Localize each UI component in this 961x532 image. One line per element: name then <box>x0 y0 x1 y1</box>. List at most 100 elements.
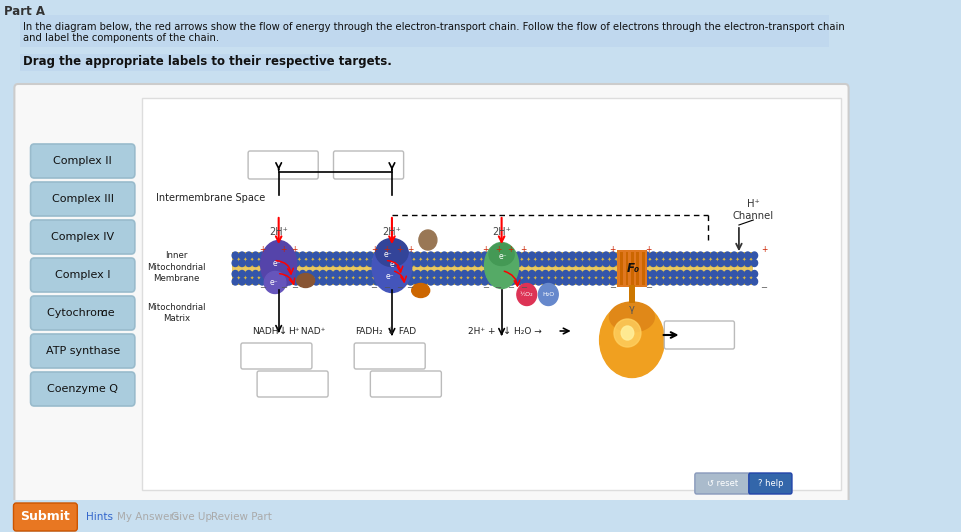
Text: +: + <box>507 245 514 254</box>
Circle shape <box>691 270 697 278</box>
Text: 2H⁺: 2H⁺ <box>492 227 511 237</box>
Circle shape <box>273 278 279 285</box>
Circle shape <box>468 278 475 285</box>
Circle shape <box>542 278 549 285</box>
Circle shape <box>515 260 522 267</box>
Text: −: − <box>259 284 266 293</box>
Circle shape <box>623 278 629 285</box>
Circle shape <box>293 260 299 267</box>
FancyBboxPatch shape <box>31 372 135 406</box>
FancyBboxPatch shape <box>31 258 135 292</box>
Circle shape <box>327 260 333 267</box>
Circle shape <box>576 260 582 267</box>
Circle shape <box>718 252 724 259</box>
FancyBboxPatch shape <box>248 151 318 179</box>
FancyBboxPatch shape <box>31 182 135 216</box>
Circle shape <box>347 252 353 259</box>
Text: My Answers: My Answers <box>117 512 179 522</box>
Text: NAD⁺: NAD⁺ <box>299 327 326 336</box>
Text: Complex III: Complex III <box>52 194 113 204</box>
Circle shape <box>671 270 677 278</box>
Circle shape <box>725 252 730 259</box>
Circle shape <box>678 278 683 285</box>
Text: ↓: ↓ <box>504 326 511 336</box>
Circle shape <box>360 270 366 278</box>
Circle shape <box>596 252 603 259</box>
Circle shape <box>684 270 690 278</box>
Text: +: + <box>396 245 403 254</box>
Circle shape <box>582 278 589 285</box>
Circle shape <box>286 278 292 285</box>
Circle shape <box>246 270 252 278</box>
Circle shape <box>651 278 656 285</box>
Circle shape <box>300 270 306 278</box>
Circle shape <box>374 252 380 259</box>
Circle shape <box>367 260 373 267</box>
Text: +: + <box>482 245 488 254</box>
Circle shape <box>461 270 468 278</box>
Circle shape <box>475 260 481 267</box>
Circle shape <box>286 260 292 267</box>
Text: F₀: F₀ <box>628 262 640 275</box>
Circle shape <box>333 270 339 278</box>
Circle shape <box>461 260 468 267</box>
Circle shape <box>401 252 407 259</box>
Circle shape <box>414 270 421 278</box>
Text: +: + <box>645 245 652 254</box>
Circle shape <box>671 278 677 285</box>
Circle shape <box>745 252 751 259</box>
Circle shape <box>293 278 299 285</box>
Circle shape <box>731 270 737 278</box>
Circle shape <box>589 278 596 285</box>
Circle shape <box>414 260 421 267</box>
Circle shape <box>616 270 623 278</box>
Circle shape <box>259 260 265 267</box>
Circle shape <box>555 278 562 285</box>
Circle shape <box>428 252 434 259</box>
Circle shape <box>711 252 717 259</box>
Circle shape <box>657 270 663 278</box>
Circle shape <box>596 260 603 267</box>
Text: and label the components of the chain.: and label the components of the chain. <box>23 33 219 43</box>
Circle shape <box>313 278 319 285</box>
Circle shape <box>502 260 508 267</box>
Circle shape <box>582 270 589 278</box>
Circle shape <box>562 252 569 259</box>
Text: Mitochondrial
Matrix: Mitochondrial Matrix <box>147 303 206 323</box>
Circle shape <box>657 278 663 285</box>
Circle shape <box>381 252 386 259</box>
Text: H⁺: H⁺ <box>287 327 299 336</box>
Circle shape <box>407 278 414 285</box>
Circle shape <box>623 260 629 267</box>
Circle shape <box>502 270 508 278</box>
Circle shape <box>233 278 238 285</box>
FancyBboxPatch shape <box>13 503 77 531</box>
Circle shape <box>253 260 259 267</box>
Circle shape <box>327 278 333 285</box>
Text: NADH: NADH <box>252 327 279 336</box>
Circle shape <box>502 278 508 285</box>
Circle shape <box>589 270 596 278</box>
Ellipse shape <box>614 319 641 347</box>
Circle shape <box>488 270 495 278</box>
Circle shape <box>259 270 265 278</box>
Circle shape <box>718 278 724 285</box>
Circle shape <box>495 252 502 259</box>
Bar <box>642 252 645 285</box>
Circle shape <box>644 278 650 285</box>
Circle shape <box>522 260 529 267</box>
Circle shape <box>253 252 259 259</box>
Circle shape <box>434 260 441 267</box>
Ellipse shape <box>376 238 408 267</box>
FancyBboxPatch shape <box>14 84 849 507</box>
Circle shape <box>313 260 319 267</box>
Text: −: − <box>280 284 286 293</box>
Circle shape <box>562 260 569 267</box>
Circle shape <box>576 278 582 285</box>
Circle shape <box>555 270 562 278</box>
Circle shape <box>367 278 373 285</box>
Text: Inner
Mitochondrial
Membrane: Inner Mitochondrial Membrane <box>147 251 206 284</box>
Text: H₂O →: H₂O → <box>514 327 542 336</box>
Text: 2H⁺: 2H⁺ <box>269 227 288 237</box>
Circle shape <box>542 260 549 267</box>
